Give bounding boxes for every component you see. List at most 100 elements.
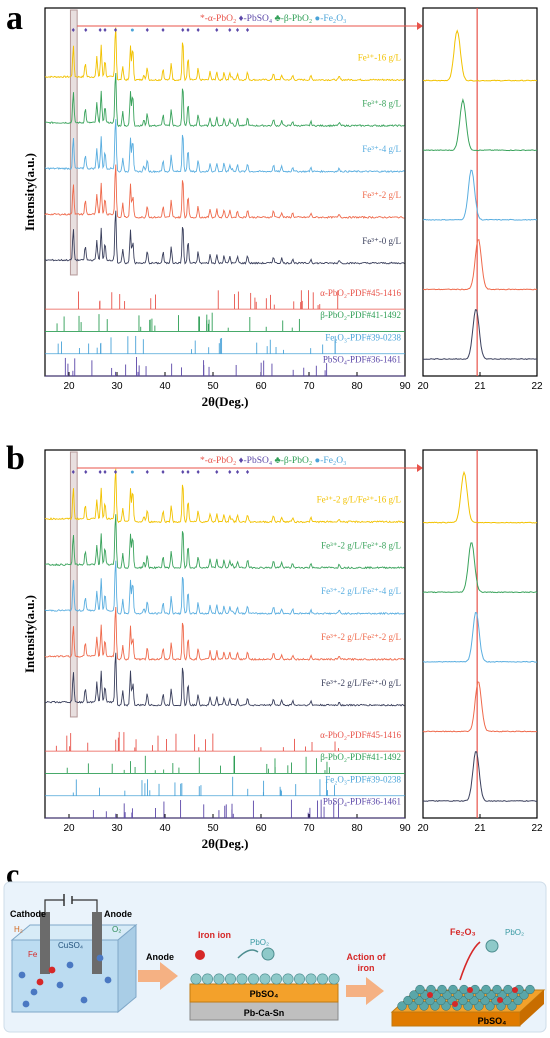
pbo2-grid-sphere — [525, 984, 535, 995]
pbo2-grid-sphere — [403, 995, 413, 1006]
curved-arrow-right — [459, 941, 481, 981]
peak-marker: ♦ — [181, 26, 185, 34]
legend-label: -PbSO₄ — [244, 14, 275, 24]
x-tick-label: 40 — [159, 823, 171, 834]
x-tick-label: 70 — [303, 381, 315, 392]
peak-marker: ♦ — [215, 26, 219, 34]
pbo2-grid-sphere — [397, 1001, 407, 1011]
xrd-trace — [44, 164, 405, 219]
reference-label: α-PbO₂-PDF#45-1416 — [320, 730, 401, 740]
pbo2-grid-sphere — [481, 984, 491, 995]
x-tick-label: 30 — [111, 823, 123, 834]
zoom-trace — [422, 309, 537, 360]
peak-marker: ♦ — [181, 468, 185, 476]
pbo2-sphere — [213, 973, 225, 985]
fe2o3-particle — [497, 997, 503, 1003]
reference-label: α-PbO₂-PDF#45-1416 — [320, 288, 401, 298]
curved-arrow-mid — [237, 949, 259, 959]
y-axis-title: Intensity(a.u.) — [22, 153, 37, 231]
legend-symbol: ♦ — [239, 456, 244, 466]
trace-label: Fe³⁺-0 g/L — [362, 236, 401, 246]
legend-label: -β-PbO₂ — [281, 456, 315, 466]
pbo2-grid-sphere — [503, 984, 513, 995]
pbo2-floating — [261, 947, 275, 961]
zoom-x-tick-label: 20 — [417, 381, 429, 392]
xrd-panel-a: 20 30 40 50 60 70 80 90 2θ(Deg.) Intensity(a.u.) 2… — [22, 7, 543, 409]
peak-marker: ♦ — [246, 468, 250, 476]
x-tick-label: 80 — [351, 823, 363, 834]
legend: *-α-PbO₂ ♦-PbSO₄ ♣-β-PbO₂ ●-Fe₂O₃ — [200, 456, 346, 466]
pbo2-floating-right — [485, 939, 499, 953]
reference-label: PbSO₄-PDF#36-1461 — [323, 797, 401, 807]
pbo2-sphere — [225, 973, 237, 985]
pbo2-sphere — [293, 973, 305, 985]
ion-particle — [30, 988, 38, 996]
legend-symbol: * — [200, 14, 205, 24]
scheme-label-pbso4_mid: PbSO₄ — [250, 989, 279, 999]
peak-marker: ● — [130, 468, 134, 476]
zoom-trace — [422, 470, 538, 524]
x-axis-title: 2θ(Deg.) — [202, 394, 249, 409]
ion-particle — [66, 961, 74, 969]
zoom-x-tick-label: 20 — [417, 823, 429, 834]
fe2o3-particle — [512, 987, 518, 993]
process-arrow-2 — [346, 977, 384, 1005]
peak-marker: ♦ — [236, 468, 240, 476]
x-tick-label: 60 — [255, 381, 267, 392]
xrd-trace — [44, 560, 405, 616]
pbo2-grid-sphere — [492, 984, 502, 995]
legend-label: -β-PbO₂ — [281, 14, 315, 24]
x-tick-label: 50 — [207, 381, 219, 392]
scheme-label-fe: Fe — [28, 950, 38, 959]
pbo2-grid-sphere — [415, 984, 425, 995]
scheme-label-cathode: Cathode — [10, 909, 46, 919]
xrd-trace — [44, 210, 405, 265]
zoom-trace — [423, 29, 538, 82]
process-arrow-1 — [138, 962, 178, 990]
legend-label: -α-PbO₂ — [205, 14, 239, 24]
panel-letter-b: b — [6, 440, 25, 477]
scheme-label-anode_left: Anode — [104, 909, 132, 919]
legend-symbol: ♦ — [239, 14, 244, 24]
peak-marker: ♦ — [84, 26, 88, 34]
peak-marker: ♦ — [196, 468, 200, 476]
pbo2-sphere — [305, 973, 317, 985]
scheme-label-iron_ion: Iron ion — [198, 930, 231, 940]
legend-label: -PbSO₄ — [244, 456, 275, 466]
xrd-panel-b: 20 30 40 50 60 70 80 90 2θ(Deg.) Intensity(a.u.) 2… — [22, 449, 543, 851]
peak-marker: ♦ — [114, 468, 118, 476]
trace-label: Fe³⁺-16 g/L — [358, 53, 401, 63]
zoom-x-tick-label: 22 — [531, 381, 543, 392]
zoom-x-tick-label: 21 — [474, 381, 486, 392]
x-tick-label: 40 — [159, 381, 171, 392]
scheme-label-pbcasn: Pb-Ca-Sn — [244, 1008, 285, 1018]
peak-marker: ♦ — [215, 468, 219, 476]
scheme-panel: Cathode Anode H₂ O₂ Fe CuSO₄ Anode Pb-Ca-Sn PbSO… — [3, 881, 547, 1033]
peak-marker: ♦ — [114, 26, 118, 34]
iron-ion-particle — [36, 978, 44, 986]
trace-label: Fe³⁺-2 g/L/Fe²⁺-4 g/L — [321, 586, 401, 596]
peak-marker: ♦ — [246, 26, 250, 34]
x-tick-label: 90 — [399, 381, 411, 392]
reference-label: Fe₂O₃-PDF#39-0238 — [325, 332, 401, 342]
peak-marker: ♦ — [84, 468, 88, 476]
x-axis-title: 2θ(Deg.) — [202, 836, 249, 851]
pbo2-sphere — [248, 973, 260, 985]
fe2o3-particle — [452, 1001, 458, 1007]
fe2o3-particle — [467, 987, 473, 993]
pbo2-sphere — [236, 973, 248, 985]
panel-letter-a: a — [6, 0, 23, 37]
peak-marker: ♦ — [145, 26, 149, 34]
peak-marker: ♦ — [228, 468, 232, 476]
pbo2-sphere — [270, 973, 282, 985]
xrd-trace — [44, 119, 405, 174]
trace-label: Fe³⁺-2 g/L/Fe²⁺-2 g/L — [321, 632, 401, 642]
zoom-arrow-head — [417, 464, 423, 472]
pbo2-sphere — [259, 973, 271, 985]
zoom-axes-frame — [422, 7, 538, 377]
xrd-trace — [44, 72, 405, 128]
iron-ion-particle — [48, 966, 56, 974]
pbo2-sphere — [328, 973, 340, 985]
x-tick-label: 20 — [63, 823, 75, 834]
